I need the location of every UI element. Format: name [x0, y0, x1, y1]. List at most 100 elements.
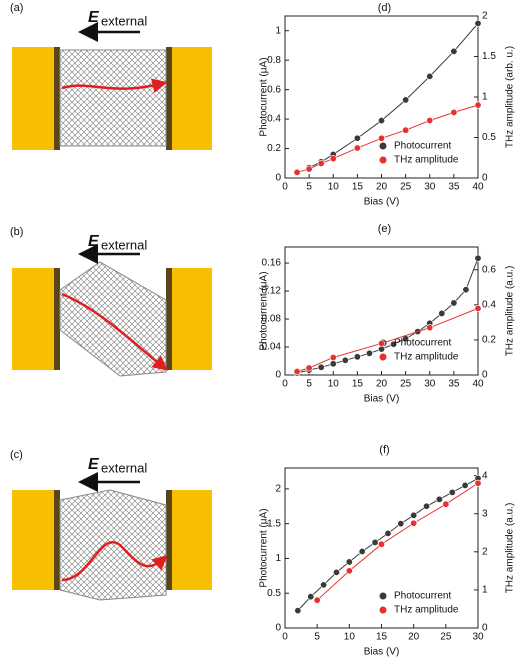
data-point	[294, 607, 302, 615]
y-tick-label: 0	[275, 173, 281, 184]
data-point	[317, 363, 325, 371]
legend-label: THz amplitude	[394, 352, 459, 363]
y-tick-label: 0.4	[267, 114, 281, 125]
y-tick-label: 0.6	[267, 84, 281, 95]
data-point	[371, 538, 379, 546]
data-point	[293, 367, 301, 375]
y-tick-label: 1	[275, 25, 281, 36]
x-tick-label: 30	[424, 182, 436, 193]
data-point	[461, 481, 469, 489]
data-point	[462, 286, 470, 294]
data-point	[397, 520, 405, 528]
data-point	[377, 117, 385, 125]
y-tick-label: 0.5	[267, 588, 281, 599]
data-point	[474, 304, 482, 312]
x-tick-label: 15	[352, 182, 364, 193]
x-tick-label: 40	[472, 182, 484, 193]
y2-tick-label: 1	[482, 585, 488, 596]
x-tick-label: 20	[376, 379, 388, 390]
field-name: external	[101, 237, 147, 252]
x-axis-title: Bias (V)	[364, 647, 400, 658]
data-point	[293, 168, 301, 176]
data-point	[329, 353, 337, 361]
legend-marker	[379, 606, 387, 614]
schematic-b	[12, 244, 212, 377]
data-point	[402, 126, 410, 134]
legend-label: Photocurrent	[394, 338, 451, 349]
data-point	[329, 360, 337, 368]
y-tick-label: 0	[275, 370, 281, 381]
y2-tick-label: 0.2	[482, 335, 496, 346]
trend-line	[316, 482, 479, 601]
y2-axis-title: THz amplitude (a.u.)	[505, 503, 516, 594]
data-point	[448, 488, 456, 496]
y2-tick-label: 0	[482, 173, 488, 184]
data-point	[474, 254, 482, 262]
data-point	[410, 519, 418, 527]
data-point	[305, 165, 313, 173]
y-axis-title: Photocurrent (μA)	[259, 57, 270, 136]
data-point	[377, 134, 385, 142]
data-point	[345, 558, 353, 566]
y-tick-label: 2	[275, 484, 281, 495]
x-tick-label: 5	[314, 632, 320, 643]
y2-tick-label: 0.5	[482, 132, 496, 143]
data-point	[442, 500, 450, 508]
panel-label: (e)	[378, 223, 391, 235]
data-point	[317, 159, 325, 167]
data-point	[358, 547, 366, 555]
trend-line	[296, 104, 479, 173]
data-point	[474, 101, 482, 109]
field-symbol: E	[88, 456, 100, 473]
data-point	[474, 19, 482, 27]
data-point	[353, 144, 361, 152]
y2-tick-label: 0.4	[482, 300, 496, 311]
x-tick-label: 10	[344, 632, 356, 643]
data-point	[377, 540, 385, 548]
y2-tick-label: 2	[482, 546, 488, 557]
y2-tick-label: 4	[482, 470, 488, 481]
x-tick-label: 0	[282, 632, 288, 643]
data-point	[402, 96, 410, 104]
x-tick-label: 0	[282, 182, 288, 193]
data-point	[435, 495, 443, 503]
x-axis-title: Bias (V)	[364, 394, 400, 405]
data-point	[384, 529, 392, 537]
data-point	[332, 568, 340, 576]
data-point	[450, 299, 458, 307]
data-point	[320, 581, 328, 589]
x-tick-label: 15	[376, 632, 388, 643]
data-point	[426, 72, 434, 80]
data-point	[341, 356, 349, 364]
x-tick-label: 30	[472, 632, 484, 643]
x-tick-label: 10	[328, 379, 340, 390]
x-tick-label: 5	[306, 379, 312, 390]
y-tick-label: 0.12	[262, 286, 282, 297]
schematic-a	[12, 22, 212, 150]
y2-axis-title: THz amplitude (arb. u.)	[505, 46, 516, 148]
panel-label: (d)	[378, 2, 391, 14]
data-point	[426, 116, 434, 124]
x-tick-label: 5	[306, 182, 312, 193]
legend-marker	[379, 592, 387, 600]
data-point	[305, 364, 313, 372]
x-tick-label: 30	[424, 379, 436, 390]
data-point	[474, 479, 482, 487]
y-tick-label: 0.16	[262, 258, 282, 269]
field-name: external	[101, 13, 147, 28]
x-tick-label: 10	[328, 182, 340, 193]
legend-marker	[379, 156, 387, 164]
data-point	[329, 155, 337, 163]
y-tick-label: 1.5	[267, 518, 281, 529]
y2-tick-label: 1	[482, 92, 488, 103]
y2-tick-label: 0.6	[482, 264, 496, 275]
legend-label: Photocurrent	[394, 591, 451, 602]
y-tick-label: 1	[275, 553, 281, 564]
legend-label: THz amplitude	[394, 155, 459, 166]
y-tick-label: 0.04	[262, 342, 282, 353]
data-point	[438, 309, 446, 317]
data-point	[410, 511, 418, 519]
x-tick-label: 15	[352, 379, 364, 390]
legend-label: Photocurrent	[394, 141, 451, 152]
